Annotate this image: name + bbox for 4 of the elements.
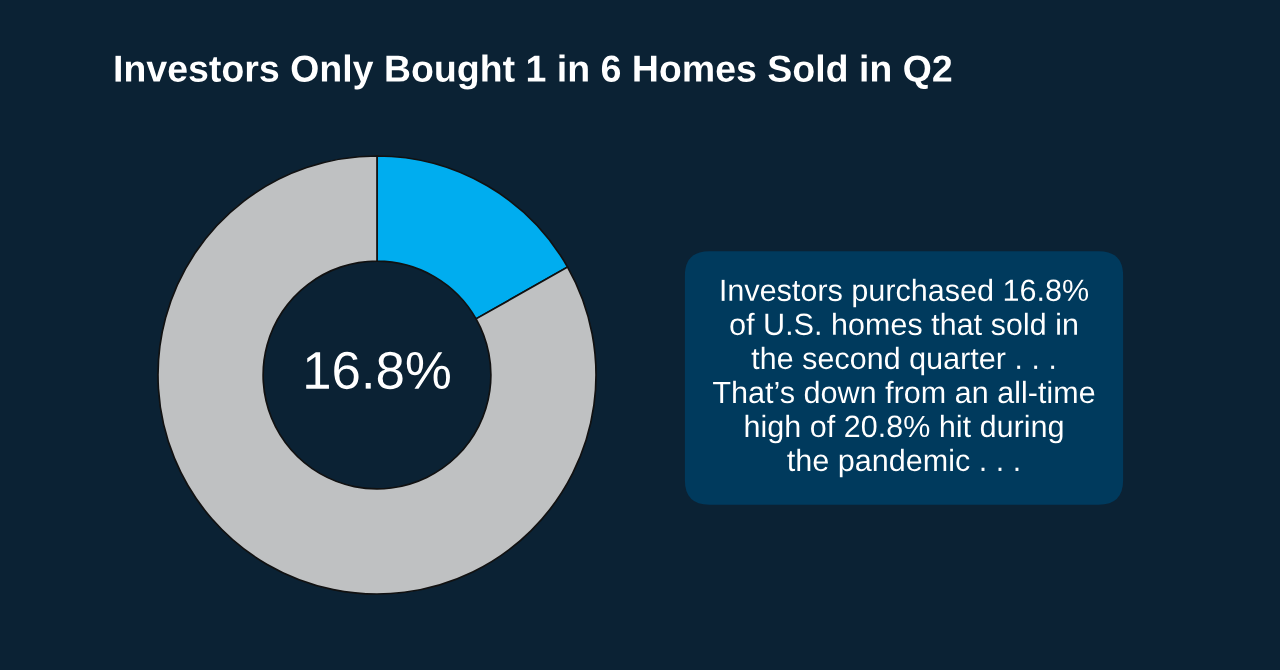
text: Investors purchased 16.8% of U.S. homes that sold in the second quarter . . . That’s down from an all-time high of 20.8% hit during the pandemic . . . — [713, 278, 1095, 478]
donut-slice — [157, 155, 597, 595]
chart-title: Investors Only Bought 1 in 6 Homes Sold in Q2 — [115, 54, 952, 90]
text: 16.8% — [306, 351, 450, 390]
